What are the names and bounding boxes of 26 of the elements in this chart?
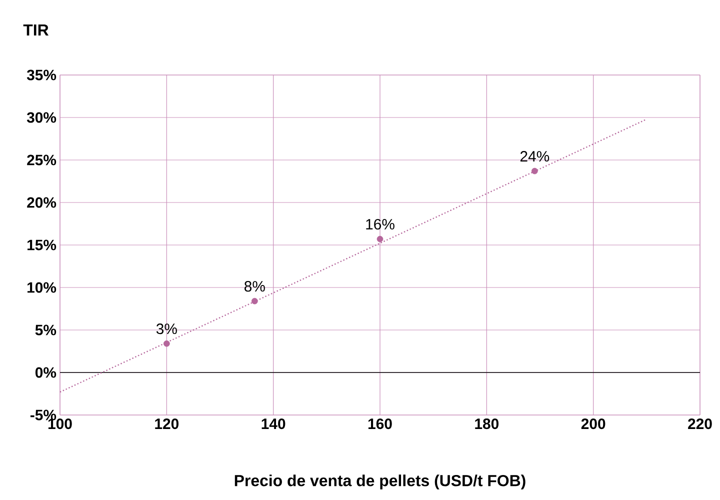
data-label: 8%: [244, 281, 265, 292]
y-tick-label: -5%: [30, 410, 56, 420]
point: [531, 168, 538, 174]
x-tick-label: 200: [581, 418, 606, 430]
data-label: 16%: [366, 218, 394, 230]
y-tick-label: 25%: [27, 154, 56, 166]
y-tick-label: 10%: [28, 282, 56, 293]
x-tick-label: 120: [155, 418, 179, 430]
x-tick-label: 180: [475, 418, 499, 430]
point: [376, 236, 384, 242]
x-tick-label: 140: [262, 418, 286, 430]
x-tick-label: 160: [368, 418, 392, 430]
x-tick-label: 220: [688, 418, 712, 430]
y-tick-label: 20%: [27, 197, 56, 208]
y-tick-label: 30%: [26, 112, 56, 123]
data-label: 3%: [156, 324, 177, 334]
y-tick-label: 5%: [35, 324, 56, 336]
x-axis-title: Precio de venta de pellets (USD/t FOB): [234, 474, 526, 490]
x-tick-label: 100: [48, 418, 72, 430]
data-label: 24%: [520, 151, 550, 162]
y-tick-label: 0%: [35, 367, 56, 378]
y-tick-label: 35%: [26, 70, 56, 80]
y-tick-label: 15%: [28, 240, 56, 250]
point: [163, 340, 170, 347]
y-axis-title: TIR: [23, 24, 49, 36]
point: [251, 298, 258, 304]
